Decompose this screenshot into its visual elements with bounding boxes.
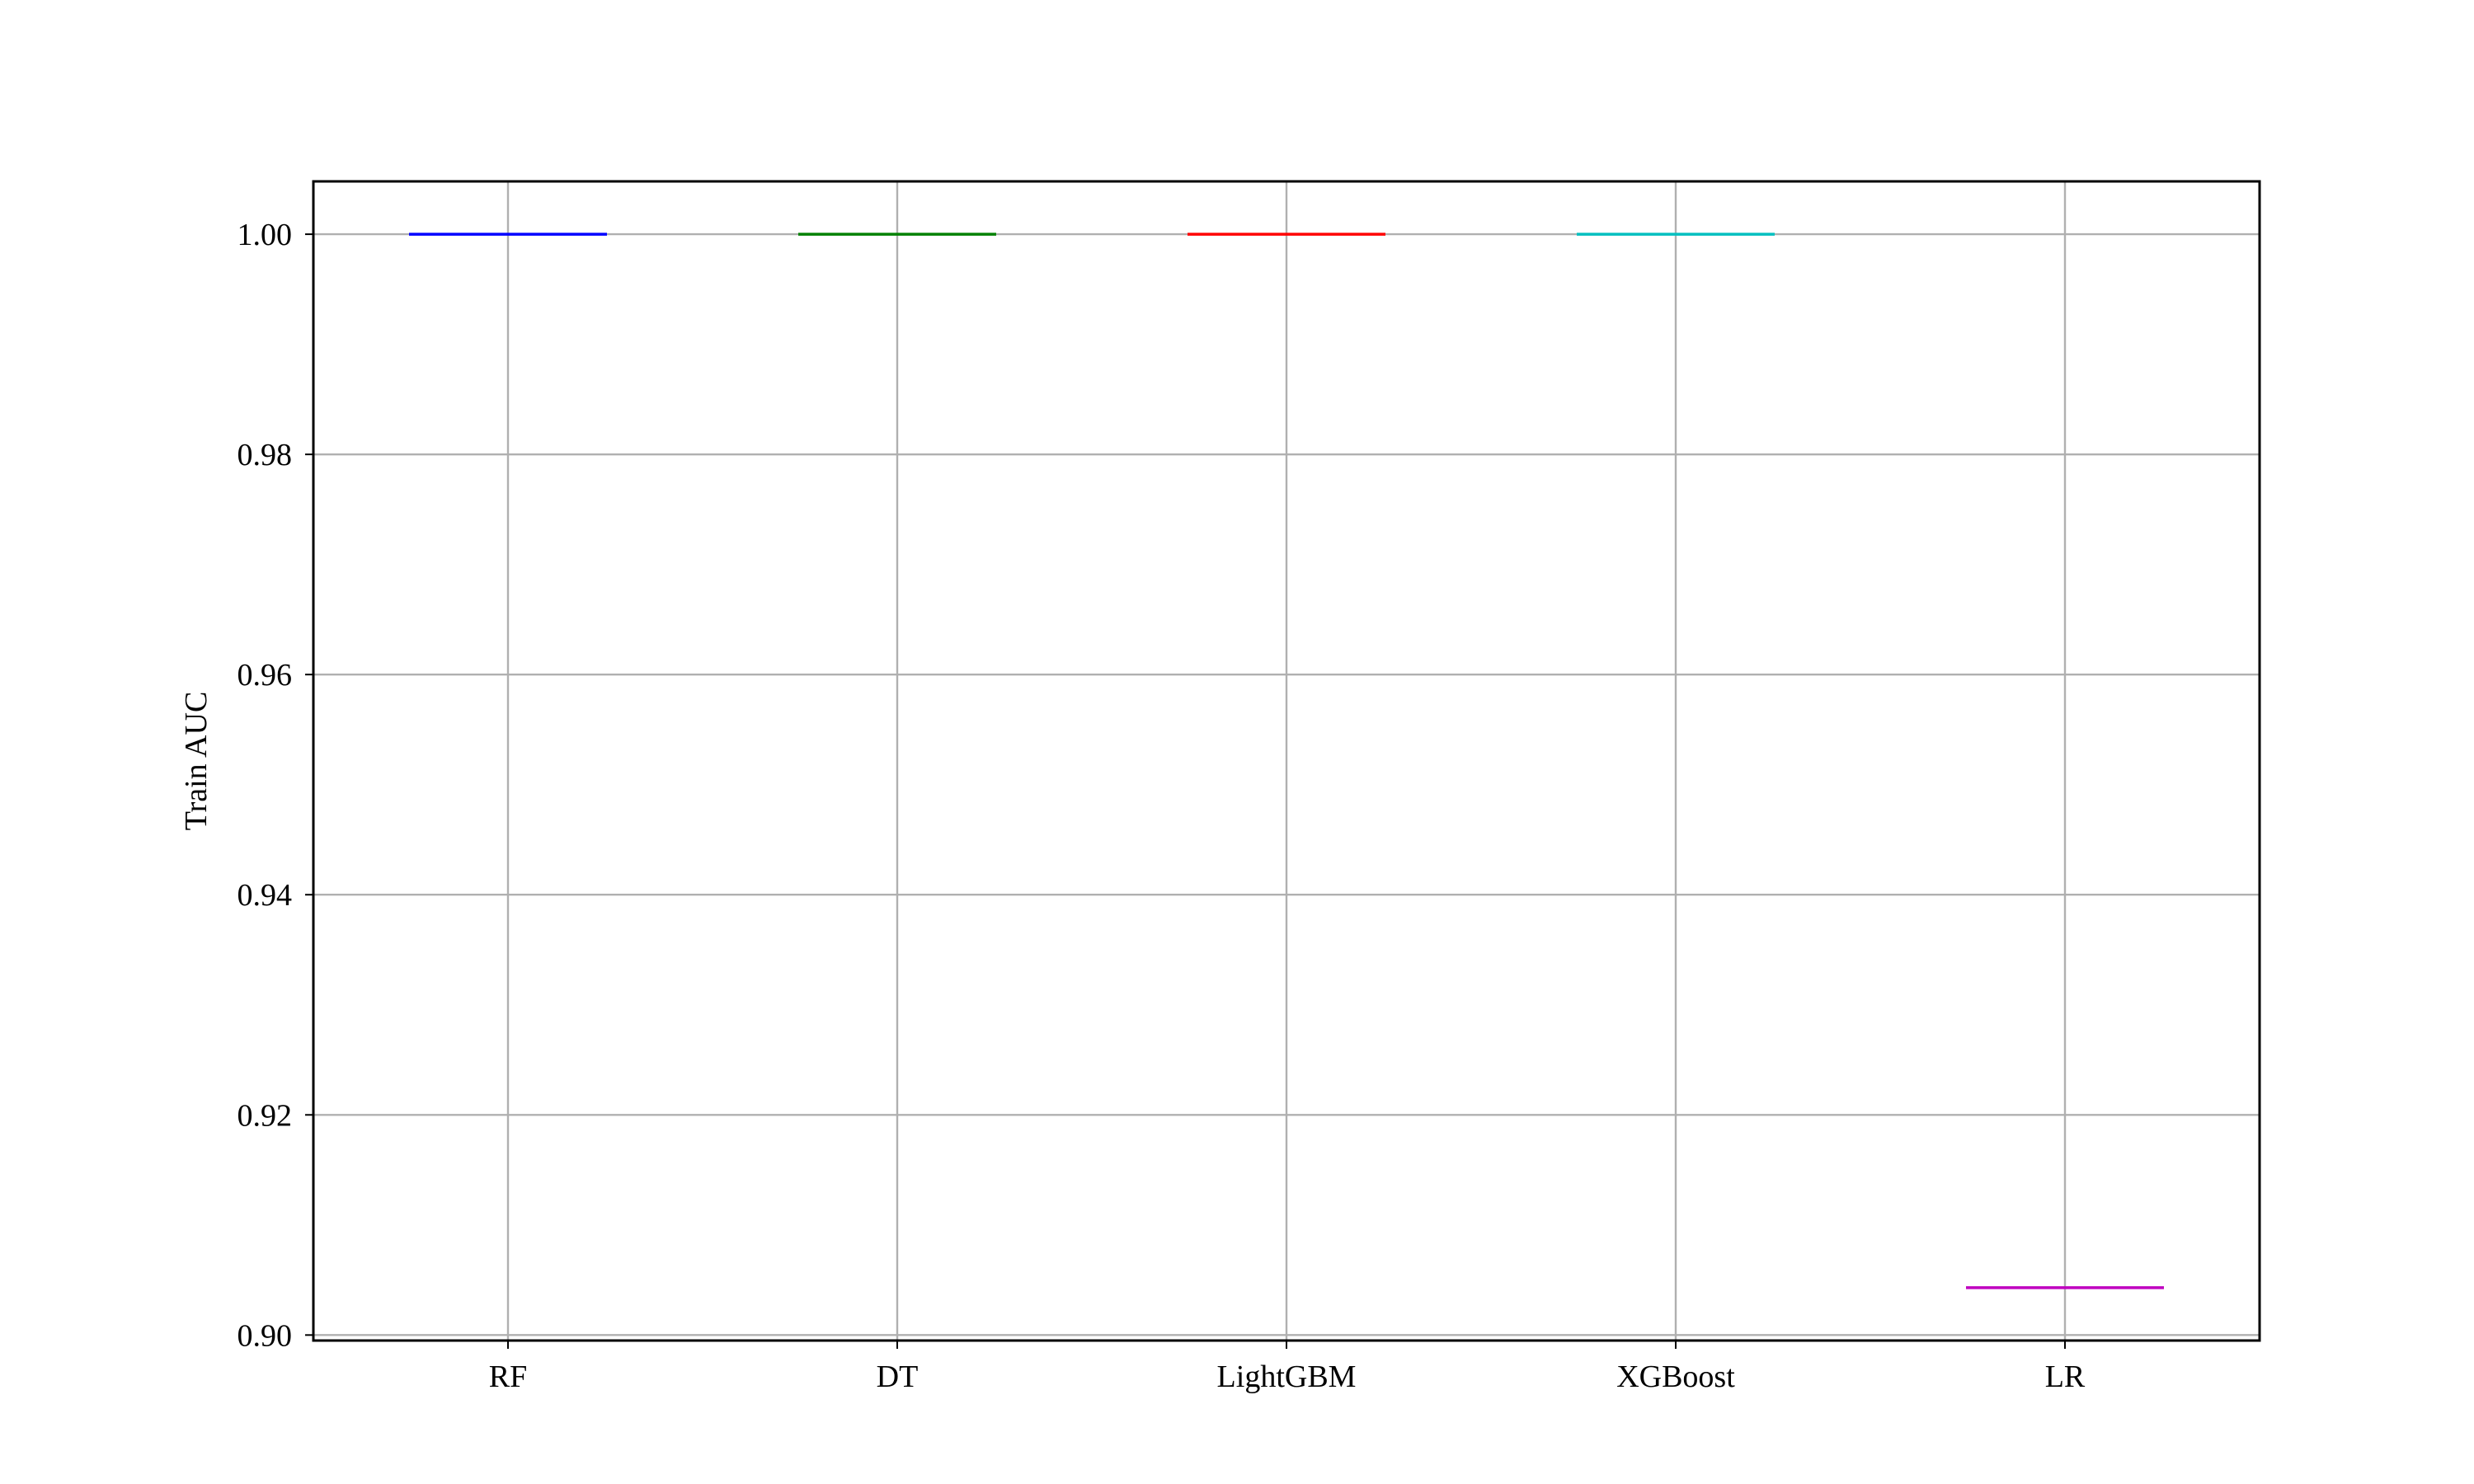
- y-tick-label: 1.00: [238, 218, 293, 252]
- x-tick-labels: RF DT LightGBM XGBoost LR: [489, 1360, 2086, 1394]
- y-tick-label: 0.96: [238, 658, 293, 693]
- y-tick-label: 0.94: [238, 878, 293, 913]
- y-tick-label: 0.98: [238, 438, 293, 472]
- x-tick-label-dt: DT: [877, 1360, 919, 1394]
- box-marks: [409, 232, 2164, 1289]
- x-tick-label-lightgbm: LightGBM: [1217, 1360, 1357, 1394]
- ticks: [305, 233, 2066, 1349]
- y-tick-label: 0.90: [238, 1318, 293, 1353]
- y-tick-label: 0.92: [238, 1098, 293, 1133]
- x-tick-label-lr: LR: [2045, 1360, 2086, 1394]
- y-axis-label: Train AUC: [179, 692, 214, 831]
- x-tick-label-xgboost: XGBoost: [1616, 1360, 1735, 1394]
- x-tick-label-rf: RF: [489, 1360, 527, 1394]
- y-tick-labels: 0.90 0.92 0.94 0.96 0.98 1.00: [238, 218, 293, 1353]
